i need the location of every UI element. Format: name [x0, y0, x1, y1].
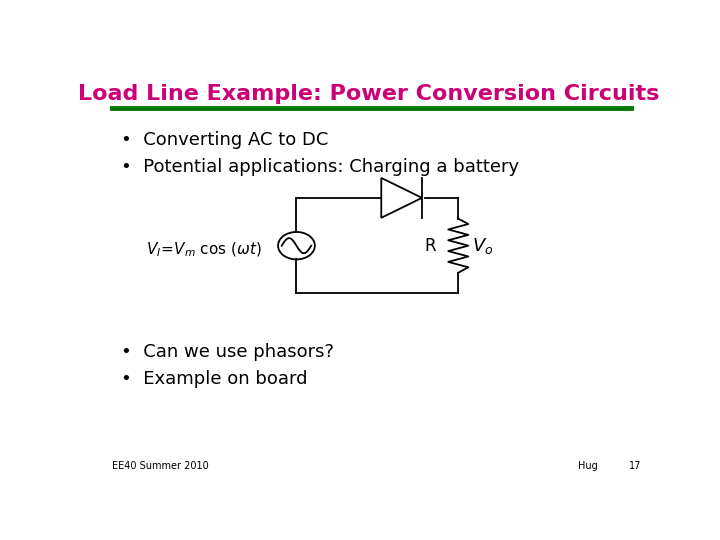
Text: $V_I\!=\!V_m$ cos $(\omega t)$: $V_I\!=\!V_m$ cos $(\omega t)$ — [145, 241, 261, 259]
Text: •  Converting AC to DC: • Converting AC to DC — [121, 131, 328, 150]
Text: EE40 Summer 2010: EE40 Summer 2010 — [112, 462, 209, 471]
Text: Load Line Example: Power Conversion Circuits: Load Line Example: Power Conversion Circ… — [78, 84, 660, 104]
Text: •  Can we use phasors?: • Can we use phasors? — [121, 343, 333, 361]
Text: •  Example on board: • Example on board — [121, 370, 307, 388]
Text: •  Potential applications: Charging a battery: • Potential applications: Charging a bat… — [121, 158, 519, 177]
Text: $V_o$: $V_o$ — [472, 235, 494, 255]
Text: R: R — [424, 237, 436, 255]
Text: Hug: Hug — [578, 462, 598, 471]
Text: 17: 17 — [629, 462, 641, 471]
